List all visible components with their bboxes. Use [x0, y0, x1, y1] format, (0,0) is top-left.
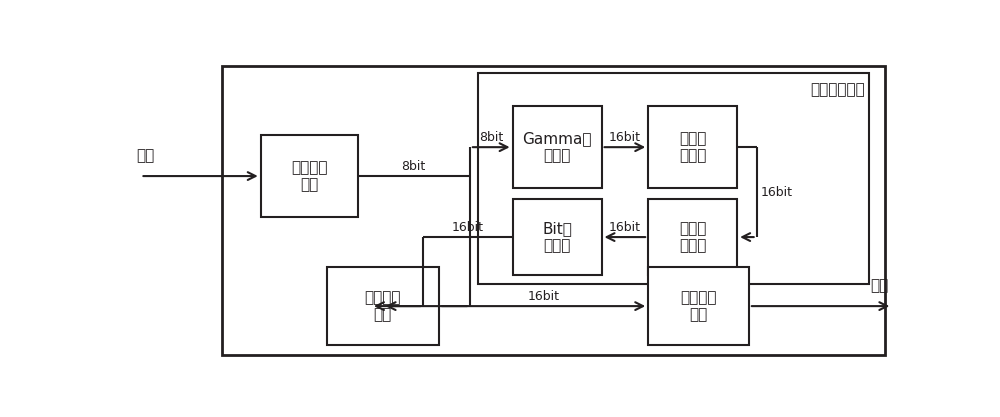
Text: 8bit: 8bit	[479, 131, 503, 144]
Bar	[512, 106, 602, 188]
Bar	[261, 135, 358, 217]
Text: Gamma校
正模块: Gamma校 正模块	[522, 131, 592, 163]
Text: 16bit: 16bit	[609, 131, 641, 144]
Bar	[648, 106, 737, 188]
Bar	[326, 267, 439, 345]
Bar	[478, 73, 869, 284]
Text: 存储控制
模块: 存储控制 模块	[364, 290, 401, 322]
Text: 亮度校
正模块: 亮度校 正模块	[679, 131, 706, 163]
Text: 其它校
正模块: 其它校 正模块	[679, 221, 706, 253]
Text: 网线: 网线	[137, 148, 155, 163]
Bar	[648, 267, 749, 345]
Text: 数据转换模块: 数据转换模块	[810, 82, 865, 97]
Text: Bit分
离模块: Bit分 离模块	[542, 221, 572, 253]
Text: 8bit: 8bit	[402, 160, 426, 173]
Bar	[648, 199, 737, 275]
Text: 16bit: 16bit	[528, 290, 560, 303]
Text: 16bit: 16bit	[452, 221, 484, 234]
Text: 排线: 排线	[870, 278, 888, 293]
Bar	[512, 199, 602, 275]
Text: 数据接收
模块: 数据接收 模块	[291, 160, 327, 192]
Text: 显示驱动
模块: 显示驱动 模块	[680, 290, 717, 322]
Text: 16bit: 16bit	[609, 221, 641, 234]
Bar	[222, 66, 885, 355]
Text: 16bit: 16bit	[761, 186, 792, 198]
